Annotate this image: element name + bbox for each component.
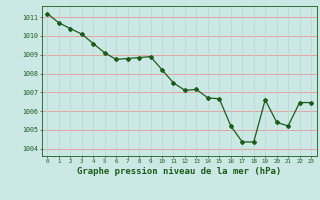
X-axis label: Graphe pression niveau de la mer (hPa): Graphe pression niveau de la mer (hPa) — [77, 167, 281, 176]
